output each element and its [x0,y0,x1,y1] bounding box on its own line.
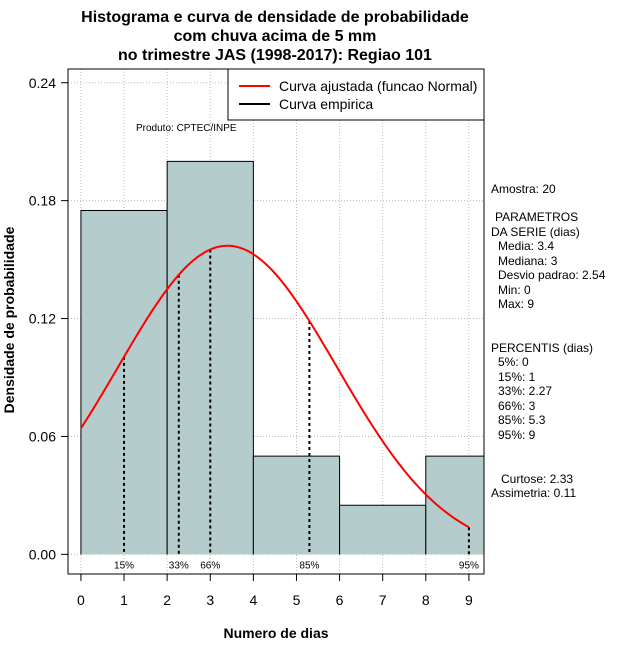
stat-p15: 15%: 1 [498,370,536,384]
y-axis-title: Densidade de probabilidade [1,226,17,413]
x-tick-label: 5 [293,592,301,608]
x-tick-label: 0 [77,592,85,608]
stat-sample: Amostra: 20 [491,182,556,196]
percentile-label: 95% [459,560,479,571]
stat-p33: 33%: 2.27 [498,384,552,398]
percentile-label: 66% [200,560,220,571]
x-axis-title: Numero de dias [223,625,328,641]
stat-params-title-1: PARAMETROS [495,210,578,224]
stats-panel: Amostra: 20 PARAMETROS DA SERIE (dias) M… [491,182,606,500]
percentile-labels: 15% 33% 66% 85% 95% [114,560,479,571]
x-tick-label: 3 [206,592,214,608]
y-tick-label: 0.18 [29,193,56,209]
legend-label-fit: Curva ajustada (funcao Normal) [279,78,477,94]
stat-p5: 5%: 0 [498,355,529,369]
y-tick-label: 0.00 [29,546,56,562]
percentile-label: 15% [114,560,134,571]
percentile-lines [123,249,470,555]
stat-desvio: Desvio padrao: 2.54 [498,268,606,282]
histogram-bar-outline [166,160,254,555]
normal-fit-curve [80,244,470,529]
stat-params-title-2: DA SERIE (dias) [491,225,580,239]
legend-label-empirical: Curva empirica [279,96,373,112]
stat-max: Max: 9 [498,297,534,311]
histogram-bar [425,456,484,555]
y-tick-label: 0.12 [29,311,56,327]
stat-curtose: Curtose: 2.33 [501,472,573,486]
x-tick-label: 8 [422,592,430,608]
stat-min: Min: 0 [498,283,531,297]
stat-p85: 85%: 5.3 [498,413,546,427]
title-line-2: com chuva acima de 5 mm [174,28,377,45]
stat-assimetria: Assimetria: 0.11 [491,486,576,500]
title-line-3: no trimestre JAS (1998-2017): Regiao 101 [118,47,432,64]
stat-p66: 66%: 3 [498,399,536,413]
histogram-bar [339,505,426,555]
x-tick-label: 7 [379,592,387,608]
x-tick-label: 9 [465,592,473,608]
y-axis: 0.00 0.06 0.12 0.18 0.24 [29,75,69,562]
stat-p95: 95%: 9 [498,428,536,442]
x-axis: 0 1 2 3 4 5 6 7 8 9 [77,573,473,608]
stat-mediana: Mediana: 3 [498,254,558,268]
x-tick-label: 6 [336,592,344,608]
credit-text: Produto: CPTEC/INPE [136,123,237,134]
histogram-bars [80,160,485,555]
y-tick-label: 0.24 [29,75,56,91]
x-tick-label: 2 [163,592,171,608]
chart-title: Histograma e curva de densidade de proba… [81,9,469,64]
title-line-1: Histograma e curva de densidade de proba… [81,9,469,26]
stat-percentis-title: PERCENTIS (dias) [491,341,593,355]
x-tick-label: 4 [249,592,257,608]
y-tick-label: 0.06 [29,428,56,444]
x-tick-label: 1 [120,592,128,608]
legend: Curva ajustada (funcao Normal) Curva emp… [227,68,485,121]
histogram-bar [253,456,340,555]
percentile-label: 33% [169,560,189,571]
percentile-label: 85% [299,560,319,571]
stat-media: Media: 3.4 [498,239,554,253]
legend-box [227,68,485,121]
